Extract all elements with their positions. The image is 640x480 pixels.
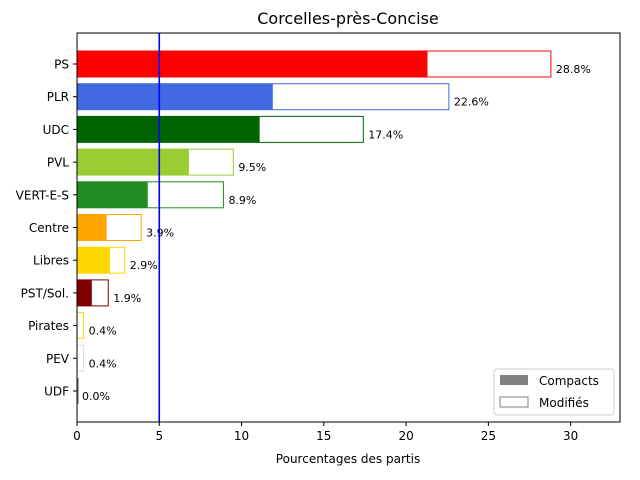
value-label-pev: 0.4%	[89, 357, 117, 370]
legend-label-compacts: Compacts	[539, 374, 599, 388]
y-tick-label-vert-e-s: VERT-E-S	[16, 188, 69, 202]
x-tick-label-30: 30	[563, 429, 578, 443]
value-label-vert-e-s: 8.9%	[228, 194, 256, 207]
bar-group: 28.8% 22.6% 17.4% 9.5% 8.9% 3.9% 2.9% 1.9% 0.4% 0…	[76, 50, 591, 404]
x-axis-label: Pourcentages des partis	[276, 452, 420, 466]
y-tick-label-udc: UDC	[43, 123, 69, 137]
legend-label-modifies: Modifiés	[539, 396, 589, 410]
bar-compacts-udf	[77, 378, 79, 404]
value-label-pvl: 9.5%	[238, 161, 266, 174]
chart-title: Corcelles-près-Concise	[257, 9, 439, 28]
value-label-centre: 3.9%	[146, 227, 174, 240]
bar-compacts-pvl	[77, 149, 189, 176]
x-tick-label-15: 15	[316, 429, 331, 443]
value-label-plr: 22.6%	[454, 96, 489, 109]
y-tick-label-plr: PLR	[47, 90, 69, 104]
x-tick-label-25: 25	[481, 429, 496, 443]
value-label-pirates: 0.4%	[89, 325, 117, 338]
legend: Compacts Modifiés	[493, 368, 615, 416]
bar-compacts-udc	[77, 116, 260, 143]
y-tick-label-centre: Centre	[29, 221, 69, 235]
bar-modifies-pev	[76, 344, 85, 372]
legend-swatch-modifies	[499, 396, 529, 408]
bar-compacts-centre	[77, 214, 107, 241]
bar-compacts-pst-sol	[77, 279, 92, 306]
bar-compacts-plr	[77, 83, 273, 110]
bar-compacts-libres	[77, 247, 110, 274]
value-label-pst-sol: 1.9%	[113, 292, 141, 305]
x-tick-label-5: 5	[155, 429, 163, 443]
y-tick-label-pev: PEV	[46, 352, 70, 366]
x-tick-label-0: 0	[73, 429, 81, 443]
bar-compacts-ps	[77, 51, 428, 77]
plot-frame	[76, 32, 621, 423]
y-axis-ticks: PS PLR UDC PVL VERT-E-S Centre Libres PST/Sol. P…	[16, 58, 77, 399]
bar-modifies-pirates	[76, 312, 85, 340]
legend-swatch-compacts	[500, 375, 528, 385]
y-tick-label-pvl: PVL	[47, 156, 69, 170]
y-tick-label-pst-sol: PST/Sol.	[21, 286, 69, 300]
bar-compacts-vert-e-s	[77, 181, 148, 208]
y-tick-label-pirates: Pirates	[28, 319, 69, 333]
x-tick-label-20: 20	[398, 429, 413, 443]
x-axis-ticks: 0 5 10 15 20 25 30	[73, 422, 578, 443]
y-tick-label-libres: Libres	[33, 254, 69, 268]
value-label-udf: 0.0%	[82, 390, 110, 403]
y-tick-label-udf: UDF	[44, 385, 69, 399]
y-tick-label-ps: PS	[54, 58, 69, 72]
value-label-udc: 17.4%	[368, 128, 403, 141]
x-tick-label-10: 10	[234, 429, 249, 443]
value-label-libres: 2.9%	[130, 259, 158, 272]
value-label-ps: 28.8%	[556, 63, 591, 76]
